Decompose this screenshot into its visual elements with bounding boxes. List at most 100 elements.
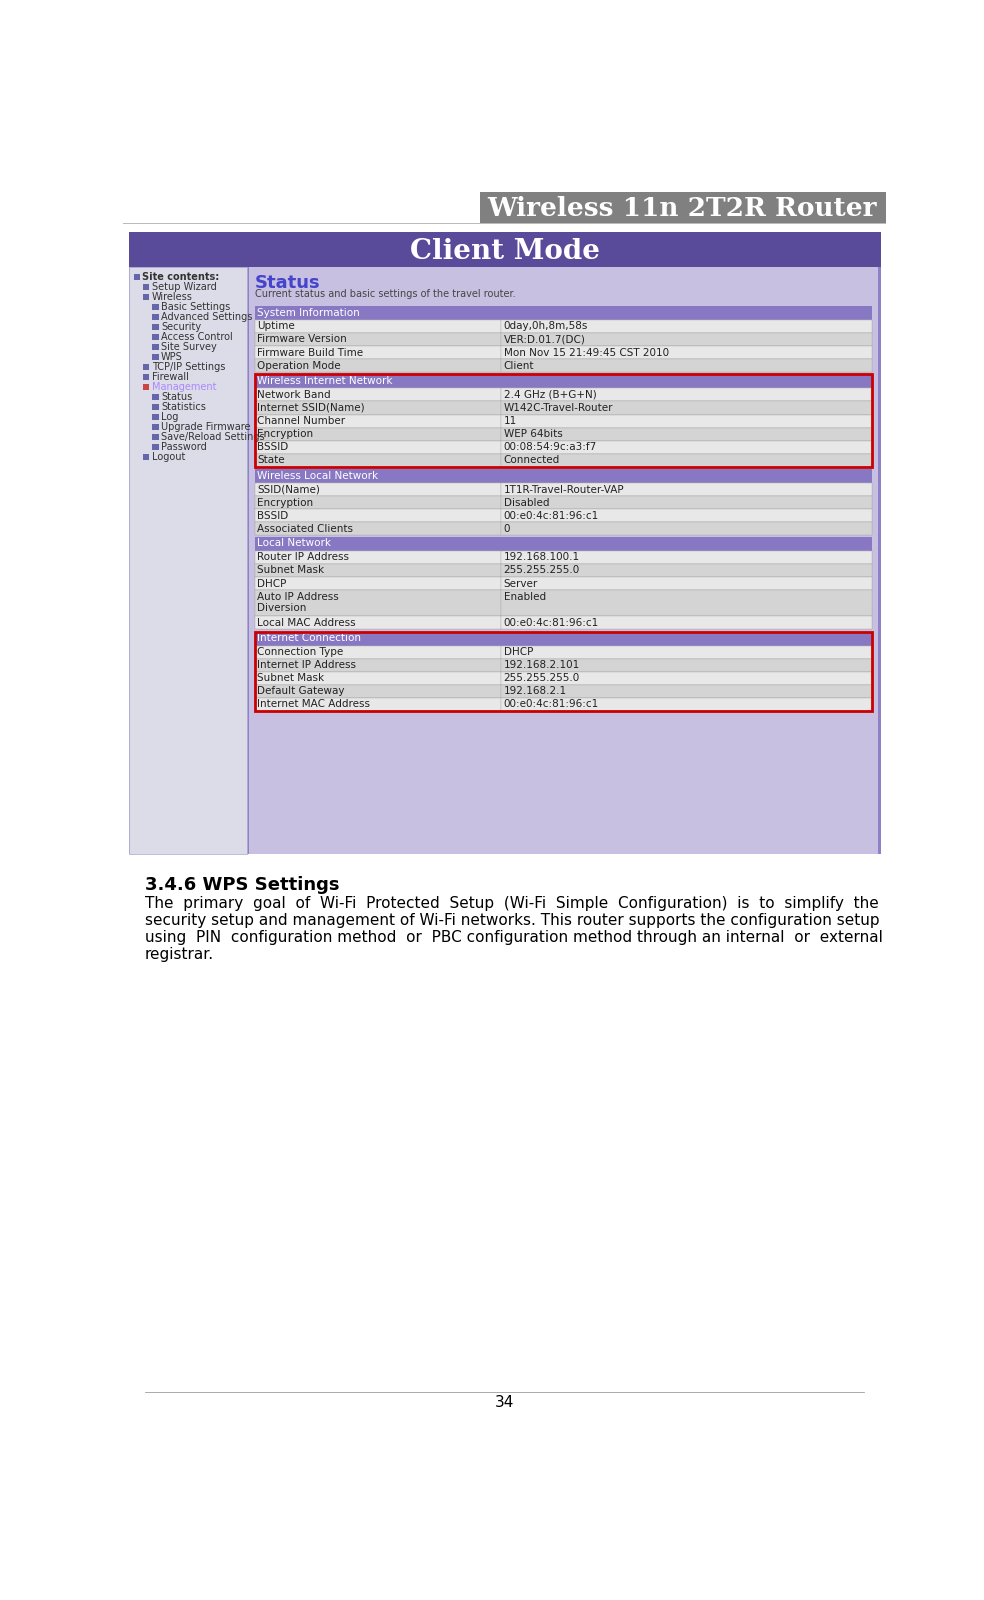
Text: Save/Reload Settings: Save/Reload Settings [161, 432, 265, 442]
Text: using  PIN  configuration method  or  PBC configuration method through an intern: using PIN configuration method or PBC co… [145, 930, 883, 944]
Text: 0day,0h,8m,58s: 0day,0h,8m,58s [504, 322, 587, 331]
Bar [153, 323, 158, 330]
Bar [143, 454, 150, 459]
Text: Encryption: Encryption [257, 429, 313, 438]
Text: 00:08:54:9c:a3:f7: 00:08:54:9c:a3:f7 [504, 442, 596, 453]
Text: Current status and basic settings of the travel router.: Current status and basic settings of the… [255, 290, 516, 299]
Text: The  primary  goal  of  Wi-Fi  Protected  Setup  (Wi-Fi  Simple  Configuration) : The primary goal of Wi-Fi Protected Setu… [145, 896, 879, 910]
Bar [501, 563, 872, 578]
Text: Server: Server [504, 579, 538, 589]
Bar [501, 685, 872, 698]
Text: DHCP: DHCP [257, 579, 286, 589]
Text: Statistics: Statistics [161, 402, 206, 413]
Bar [255, 522, 872, 536]
Bar [129, 267, 247, 854]
Bar [255, 440, 872, 454]
Text: Access Control: Access Control [161, 333, 233, 342]
Bar [255, 320, 501, 333]
Text: Wireless 11n 2T2R Router: Wireless 11n 2T2R Router [487, 195, 877, 221]
Text: Internet Connection: Internet Connection [257, 634, 361, 643]
Text: 00:e0:4c:81:96:c1: 00:e0:4c:81:96:c1 [504, 510, 599, 520]
Bar [255, 427, 872, 440]
Bar [255, 358, 501, 373]
Text: Upgrade Firmware: Upgrade Firmware [161, 422, 251, 432]
Bar [255, 333, 501, 346]
Bar [153, 354, 158, 360]
Bar [255, 645, 501, 659]
Bar [255, 550, 872, 563]
Bar [501, 440, 872, 454]
Bar [501, 402, 872, 414]
Bar [255, 454, 501, 467]
Text: security setup and management of Wi-Fi networks. This router supports the config: security setup and management of Wi-Fi n… [145, 912, 880, 928]
Bar [255, 698, 501, 710]
Bar [501, 414, 872, 427]
Text: Internet SSID(Name): Internet SSID(Name) [257, 403, 365, 413]
Text: Client Mode: Client Mode [410, 238, 600, 266]
Bar [153, 314, 158, 320]
Bar [255, 659, 872, 672]
Bar [501, 483, 872, 496]
Bar [153, 394, 158, 400]
Bar [153, 344, 158, 350]
Bar [255, 685, 872, 698]
Text: 192.168.100.1: 192.168.100.1 [504, 552, 580, 562]
Text: 1T1R-Travel-Router-VAP: 1T1R-Travel-Router-VAP [504, 485, 624, 494]
Text: Disabled: Disabled [504, 498, 549, 507]
Text: Connected: Connected [504, 456, 560, 466]
Bar [501, 496, 872, 509]
Text: Management: Management [152, 382, 216, 392]
Text: Logout: Logout [152, 453, 185, 462]
Bar [143, 374, 150, 379]
Text: Firmware Version: Firmware Version [257, 334, 346, 344]
Bar [501, 509, 872, 522]
Bar [501, 427, 872, 440]
Bar [143, 294, 150, 299]
Bar [153, 414, 158, 419]
Text: 192.168.2.1: 192.168.2.1 [504, 686, 567, 696]
Text: Basic Settings: Basic Settings [161, 302, 230, 312]
Bar [143, 363, 150, 370]
Text: Wireless: Wireless [152, 293, 193, 302]
Text: Default Gateway: Default Gateway [257, 686, 344, 696]
Bar [255, 590, 501, 616]
Bar [501, 698, 872, 710]
Bar [501, 320, 872, 333]
Bar [255, 496, 872, 509]
Bar [153, 443, 158, 450]
Bar [501, 616, 872, 629]
Bar [153, 334, 158, 339]
Bar [255, 306, 872, 320]
Text: 2.4 GHz (B+G+N): 2.4 GHz (B+G+N) [504, 390, 596, 400]
Text: 3.4.6 WPS Settings: 3.4.6 WPS Settings [145, 875, 339, 894]
Bar [153, 403, 158, 410]
Bar [153, 434, 158, 440]
Bar [255, 320, 872, 333]
Bar [255, 645, 872, 659]
Bar [143, 283, 150, 290]
Text: Wireless Local Network: Wireless Local Network [257, 470, 378, 480]
Bar [501, 522, 872, 536]
Text: registrar.: registrar. [145, 947, 214, 962]
Text: W142C-Travel-Router: W142C-Travel-Router [504, 403, 613, 413]
Text: BSSID: BSSID [257, 510, 288, 520]
Bar [255, 563, 501, 578]
Text: Auto IP Address
Diversion: Auto IP Address Diversion [257, 592, 338, 613]
Text: Local MAC Address: Local MAC Address [257, 618, 355, 627]
Text: Site contents:: Site contents: [143, 272, 219, 282]
Text: Operation Mode: Operation Mode [257, 360, 340, 371]
Bar [255, 616, 501, 629]
Bar [501, 454, 872, 467]
Bar [134, 274, 140, 280]
Bar [255, 632, 872, 645]
Text: Network Band: Network Band [257, 390, 331, 400]
Bar [255, 414, 872, 427]
Bar [501, 550, 872, 563]
Text: 11: 11 [504, 416, 517, 426]
Bar [255, 483, 872, 496]
Bar [255, 469, 872, 483]
Text: Setup Wizard: Setup Wizard [152, 282, 216, 293]
Text: Uptime: Uptime [257, 322, 295, 331]
Bar [143, 384, 150, 390]
Text: Wireless Internet Network: Wireless Internet Network [257, 376, 393, 386]
